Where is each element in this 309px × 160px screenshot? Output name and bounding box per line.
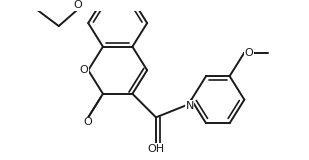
- Text: O: O: [74, 0, 82, 10]
- Text: O: O: [84, 117, 93, 127]
- Text: O: O: [79, 65, 88, 75]
- Text: N: N: [185, 101, 194, 111]
- Text: O: O: [244, 48, 253, 58]
- Text: OH: OH: [147, 144, 164, 154]
